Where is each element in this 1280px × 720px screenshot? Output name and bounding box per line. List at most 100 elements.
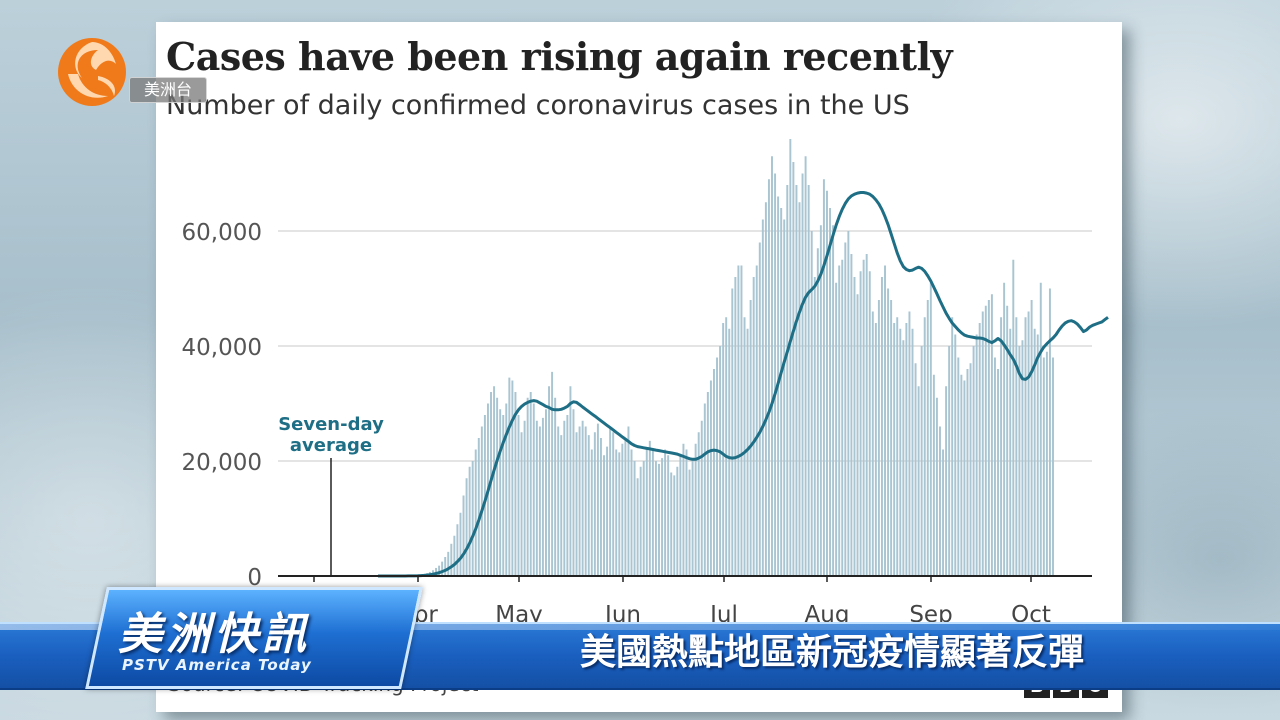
- daily-case-bar: [725, 317, 728, 576]
- daily-case-bar: [706, 392, 709, 576]
- daily-case-bar: [911, 328, 914, 576]
- daily-case-bar: [673, 475, 676, 576]
- daily-case-bar: [551, 371, 554, 576]
- daily-case-bar: [480, 426, 483, 576]
- daily-case-bar: [596, 423, 599, 576]
- daily-case-bar: [758, 242, 761, 576]
- daily-case-bar: [929, 282, 932, 576]
- daily-case-bar: [722, 323, 725, 576]
- daily-case-bar: [563, 420, 566, 576]
- daily-case-bar: [764, 202, 767, 576]
- daily-case-bar: [529, 392, 532, 576]
- daily-case-bar: [945, 386, 948, 576]
- daily-case-bar: [954, 334, 957, 576]
- daily-case-bar: [523, 420, 526, 576]
- daily-case-bar: [581, 420, 584, 576]
- daily-case-bar: [465, 478, 468, 576]
- daily-case-bar: [658, 463, 660, 576]
- daily-case-bar: [853, 277, 856, 576]
- daily-case-bar: [902, 340, 905, 576]
- daily-case-bar: [749, 300, 752, 576]
- banner-stripe: [0, 624, 1280, 630]
- daily-case-bar: [963, 380, 966, 576]
- daily-case-bar: [661, 458, 664, 576]
- daily-case-bar: [975, 334, 978, 576]
- daily-case-bar: [761, 219, 764, 576]
- daily-case-bar: [691, 458, 694, 576]
- daily-case-bar: [868, 271, 871, 576]
- daily-case-bar: [535, 420, 538, 576]
- daily-case-bar: [813, 277, 816, 576]
- daily-case-bar: [447, 551, 450, 576]
- chart-card: Cases have been rising again recently Nu…: [156, 22, 1122, 712]
- daily-case-bar: [453, 535, 456, 576]
- phoenix-logo-icon: [58, 38, 126, 106]
- daily-case-bar: [624, 438, 627, 576]
- daily-case-bar: [920, 346, 923, 576]
- daily-case-bar: [807, 185, 810, 576]
- daily-case-bar: [520, 432, 523, 576]
- daily-case-bar: [438, 565, 441, 576]
- daily-case-bar: [926, 300, 929, 576]
- daily-case-bar: [679, 455, 682, 576]
- daily-case-bar: [593, 432, 596, 576]
- daily-case-bar: [1030, 300, 1033, 576]
- daily-case-bar: [697, 432, 700, 576]
- daily-case-bar: [893, 323, 896, 576]
- daily-case-bar: [560, 435, 563, 576]
- daily-case-bar: [477, 438, 480, 576]
- chart-subtitle: Number of daily confirmed coronavirus ca…: [166, 90, 910, 121]
- daily-case-bar: [746, 328, 749, 576]
- daily-case-bar: [590, 449, 593, 576]
- daily-case-bar: [505, 403, 508, 576]
- daily-case-bar: [648, 440, 651, 576]
- daily-case-bar: [508, 377, 511, 576]
- daily-case-bar: [997, 369, 999, 576]
- daily-case-bar: [755, 265, 758, 576]
- daily-case-bar: [633, 461, 636, 576]
- daily-case-bar: [862, 259, 865, 576]
- daily-case-bar: [612, 432, 615, 576]
- daily-case-bar: [548, 386, 551, 576]
- daily-case-bar: [1018, 346, 1021, 576]
- daily-case-bar: [816, 248, 819, 576]
- daily-case-bar: [865, 254, 868, 576]
- daily-case-bar: [856, 294, 859, 576]
- daily-case-bar: [483, 415, 486, 576]
- daily-case-bar: [841, 259, 844, 576]
- daily-case-bar: [935, 397, 938, 576]
- daily-case-bar: [847, 231, 850, 576]
- daily-case-bar: [1039, 282, 1042, 576]
- daily-case-bar: [1042, 357, 1045, 576]
- daily-case-bar: [987, 300, 990, 576]
- daily-case-bar: [1015, 317, 1018, 576]
- daily-case-bar: [981, 311, 984, 576]
- daily-case-bar: [566, 415, 569, 576]
- daily-case-bar: [923, 317, 926, 576]
- daily-case-bar: [1000, 317, 1003, 576]
- daily-case-bar: [826, 190, 828, 576]
- daily-case-bar: [654, 461, 657, 576]
- daily-case-bar: [664, 449, 667, 576]
- daily-case-bar: [700, 420, 703, 576]
- daily-case-bar: [606, 446, 609, 576]
- daily-case-bar: [890, 300, 893, 576]
- daily-case-bar: [1003, 282, 1006, 576]
- daily-case-bar: [801, 173, 804, 576]
- daily-case-bar: [884, 265, 886, 576]
- daily-case-bar: [1036, 334, 1039, 576]
- daily-case-bar: [1033, 328, 1036, 576]
- daily-case-bar: [499, 409, 502, 576]
- daily-case-bar: [493, 386, 496, 576]
- daily-case-bar: [587, 435, 590, 576]
- daily-case-bar: [645, 449, 648, 576]
- daily-case-bar: [844, 242, 847, 576]
- daily-case-bar: [942, 449, 945, 576]
- daily-case-bar: [932, 374, 935, 576]
- daily-case-bar: [966, 369, 969, 576]
- daily-case-bar: [603, 455, 605, 576]
- daily-case-bar: [819, 225, 822, 576]
- daily-case-bar: [850, 254, 853, 576]
- daily-case-bar: [575, 432, 578, 576]
